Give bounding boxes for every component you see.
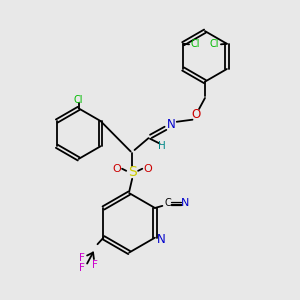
Text: Cl: Cl (210, 39, 219, 49)
Text: N: N (182, 199, 190, 208)
Text: Cl: Cl (74, 95, 83, 105)
Text: Cl: Cl (191, 39, 200, 49)
Text: O: O (143, 164, 152, 174)
Text: O: O (112, 164, 121, 174)
Text: F: F (92, 260, 98, 270)
Text: F: F (79, 254, 85, 263)
Text: S: S (128, 165, 136, 179)
Text: O: O (191, 108, 201, 121)
Text: N: N (167, 118, 175, 131)
Text: C: C (164, 199, 171, 208)
Text: F: F (79, 263, 85, 273)
Text: N: N (157, 233, 166, 246)
Text: H: H (158, 141, 166, 152)
